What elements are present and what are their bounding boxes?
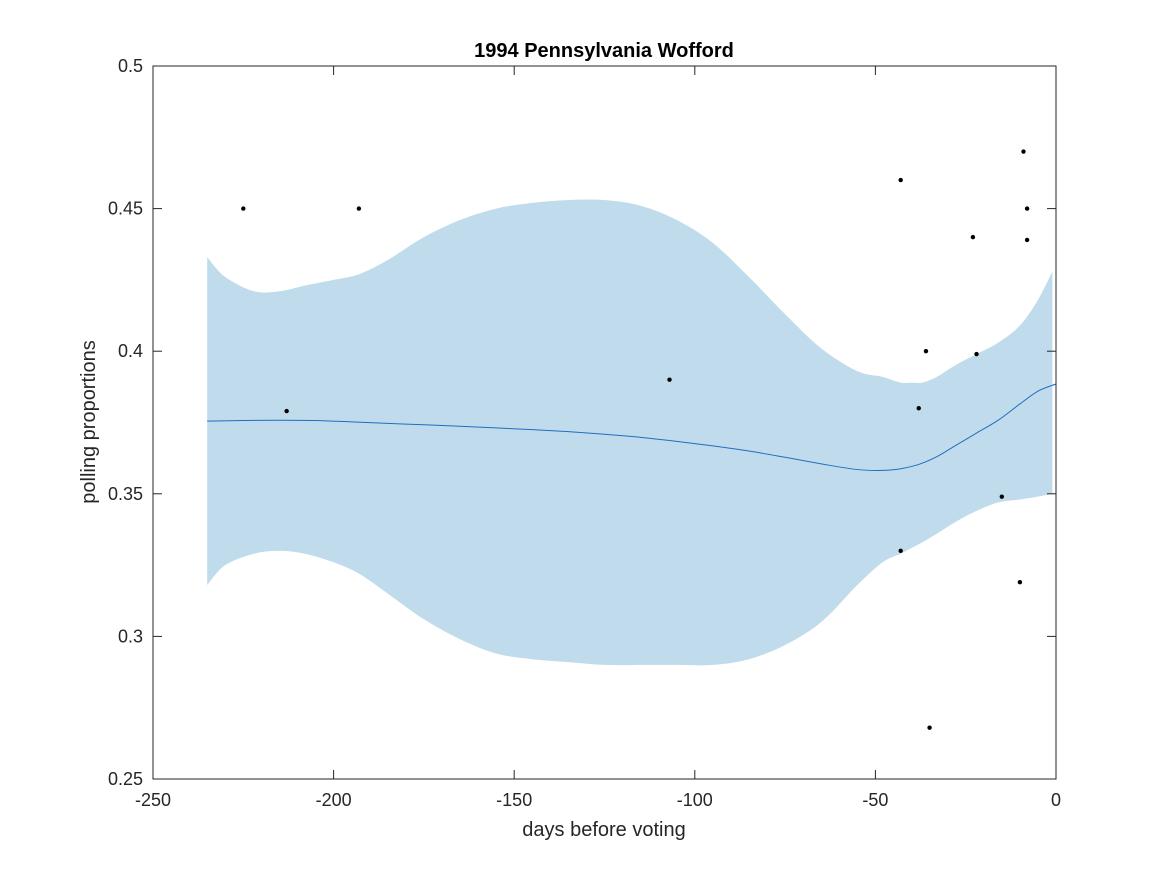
trend-line <box>207 383 1057 471</box>
confidence-band <box>207 199 1053 666</box>
x-tick-label: -200 <box>316 790 352 810</box>
data-points-layer <box>241 149 1030 730</box>
data-point <box>1021 149 1026 154</box>
data-point <box>974 351 979 357</box>
data-point <box>667 377 672 382</box>
x-tick-label: -250 <box>135 790 171 810</box>
y-tick-label: 0.5 <box>118 56 143 76</box>
y-tick-label: 0.4 <box>118 341 143 361</box>
data-point <box>1017 580 1023 585</box>
y-tick-label: 0.45 <box>108 199 143 219</box>
data-point <box>999 494 1005 499</box>
x-tick-label: -50 <box>862 790 888 810</box>
confidence-band-layer <box>207 199 1053 666</box>
y-tick-label: 0.3 <box>118 626 143 646</box>
x-tick-label: 0 <box>1051 790 1061 810</box>
data-point <box>898 548 903 554</box>
axes-layer: -250 -200 -150 -100 -50 0 0.25 0.3 0.35 0.4 0.45 0.… <box>108 56 1061 810</box>
data-point <box>916 406 921 411</box>
y-tick-label: 0.25 <box>108 769 143 789</box>
y-tick-label: 0.35 <box>108 484 143 504</box>
data-point <box>356 206 362 211</box>
x-tick-label: -100 <box>677 790 713 810</box>
x-axis-label: days before voting <box>522 819 685 841</box>
data-point <box>1024 237 1030 243</box>
trend-line-layer <box>207 383 1057 471</box>
data-point <box>284 408 289 414</box>
chart-title: 1994 Pennsylvania Wofford <box>474 40 734 62</box>
data-point <box>1024 206 1030 211</box>
data-point <box>970 234 976 240</box>
data-point <box>923 349 929 354</box>
x-tick-label: -150 <box>496 790 532 810</box>
data-point <box>241 206 246 211</box>
y-axis-label: polling proportions <box>78 340 100 503</box>
data-point <box>927 725 932 730</box>
data-point <box>898 177 903 183</box>
plot-frame <box>152 65 1057 780</box>
